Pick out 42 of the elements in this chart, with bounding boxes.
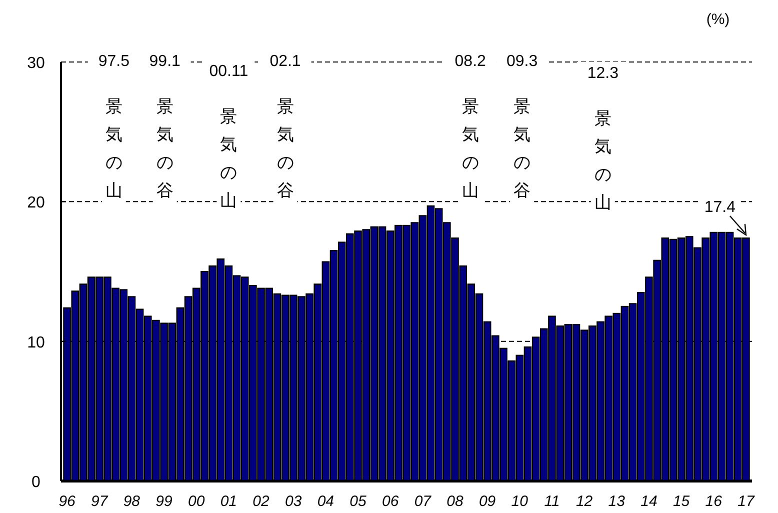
annotation: 景気の谷 (514, 97, 531, 200)
x-tick-label: 13 (608, 493, 626, 510)
x-tick-label: 08 (446, 493, 464, 510)
x-tick-label: 99 (156, 493, 174, 510)
y-tick-label: 0 (32, 474, 41, 491)
annotation: 17.4 (704, 198, 736, 216)
x-tick-label: 14 (640, 493, 658, 510)
x-tick-label: 05 (350, 493, 368, 510)
x-tick-label: 06 (382, 493, 400, 510)
x-tick-label: 09 (478, 493, 496, 510)
annotation: 景気の山 (105, 97, 122, 200)
x-tick-label: 01 (220, 493, 238, 510)
annotation: 景気の谷 (156, 97, 174, 200)
y-tick-label: 20 (27, 194, 45, 212)
x-tick-label: 16 (705, 493, 723, 510)
x-tick-label: 12 (576, 493, 594, 510)
x-tick-label: 03 (285, 493, 302, 510)
y-axis-title: (%) (706, 11, 730, 28)
annotation: 08.2 (454, 53, 486, 70)
x-tick-label: 96 (58, 493, 76, 510)
annotation: 景気の山 (220, 107, 238, 210)
x-tick-label: 10 (511, 493, 529, 510)
annotation: 02.1 (270, 53, 301, 70)
x-tick-label: 11 (544, 493, 560, 510)
x-tick-label: 00 (188, 493, 206, 510)
x-tick-label: 15 (672, 493, 690, 510)
annotation: 09.3 (506, 53, 538, 70)
annotation: 97.5 (98, 53, 130, 70)
y-tick-label: 10 (27, 334, 45, 352)
x-tick-label: 98 (123, 493, 141, 510)
x-tick-label: 04 (317, 493, 334, 510)
annotation: 景気の谷 (276, 97, 294, 200)
x-tick-label: 07 (414, 493, 432, 510)
annotation: 99.1 (149, 53, 181, 70)
x-tick-label: 17 (738, 493, 755, 510)
x-tick-label: 02 (252, 493, 270, 510)
annotation: 景気の山 (594, 109, 612, 212)
y-tick-label: 30 (27, 55, 45, 72)
annotation: 景気の山 (462, 97, 479, 200)
annotation: 00.11 (209, 63, 248, 80)
x-tick-label: 97 (91, 493, 108, 510)
annotation: 12.3 (587, 65, 619, 82)
